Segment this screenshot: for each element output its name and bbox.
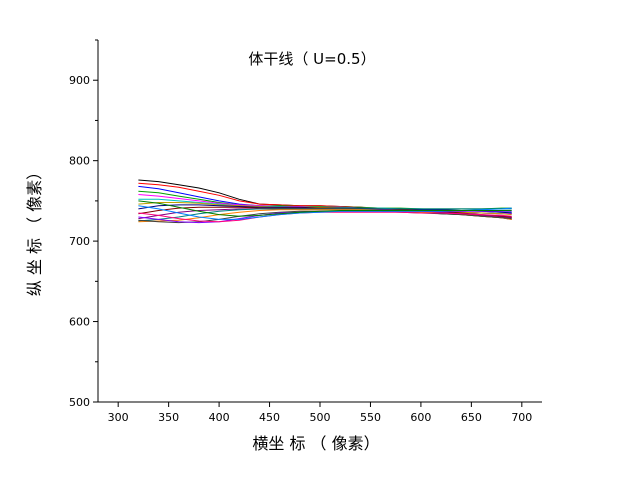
y-axis-title: 纵 坐 标 （ 像素）: [25, 164, 44, 296]
x-tick-label: 600: [410, 411, 431, 424]
y-tick-label: 500: [69, 396, 90, 409]
y-tick-label: 700: [69, 235, 90, 248]
chart-title: 体干线（ U=0.5）: [248, 50, 375, 68]
series-line-17: [138, 200, 512, 217]
y-tick-label: 900: [69, 74, 90, 87]
x-axis-title: 横坐 标 （ 像素）: [252, 434, 379, 453]
y-tick-label: 600: [69, 316, 90, 329]
series-line-9: [138, 206, 512, 218]
x-tick-label: 550: [360, 411, 381, 424]
x-tick-label: 450: [259, 411, 280, 424]
y-tick-label: 800: [69, 155, 90, 168]
x-ticks: 300 350 400 450 500 550 600 650 700: [108, 402, 532, 424]
x-tick-label: 700: [511, 411, 532, 424]
x-tick-label: 650: [461, 411, 482, 424]
series-layer: [138, 179, 512, 224]
x-tick-label: 300: [108, 411, 129, 424]
series-line-11: [138, 208, 512, 222]
series-line-15: [138, 211, 512, 223]
x-tick-label: 350: [158, 411, 179, 424]
x-tick-label: 500: [310, 411, 331, 424]
x-tick-label: 400: [209, 411, 230, 424]
y-ticks: 500 600 700 800 900: [69, 39, 98, 409]
